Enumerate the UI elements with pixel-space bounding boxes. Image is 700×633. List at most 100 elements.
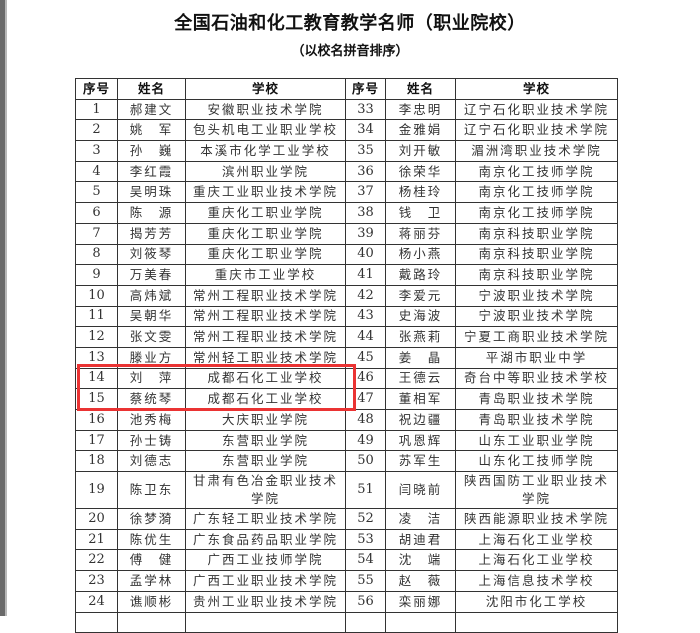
cell-index: 43: [345, 305, 386, 328]
cell-index: 48: [345, 409, 386, 431]
cell-index: 42: [345, 284, 386, 307]
cell-name: 徐梦漪: [117, 508, 186, 530]
cell-name: 董相军: [385, 388, 456, 410]
cell-name: 闫晓前: [385, 471, 456, 510]
cell-school: 重庆市工业学校: [185, 264, 346, 286]
cell-name: 王德云: [385, 367, 456, 390]
table-row: 11 吴朝华 常州工程职业技术学院 43 史海波 宁波职业技术学院: [75, 305, 618, 328]
cell-school: 南京化工技师学院: [455, 181, 618, 204]
table-row: 9 万美春 重庆市工业学校 41 戴路玲 南京科技职业学院: [75, 264, 618, 286]
teachers-table: 序号 姓名 学校 序号 姓名 学校 1 郝建文 安徽职业技术学院 33 李忠明 辽宁石化职…: [75, 78, 618, 633]
cell-index: 44: [345, 326, 386, 348]
cell-school: 常州轻工职业技术学院: [185, 346, 346, 369]
cell-empty: [345, 611, 386, 633]
cell-name: 蔡统琴: [117, 388, 186, 410]
cell-school: 广东轻工职业技术学院: [185, 508, 346, 530]
cell-school: 辽宁石化职业技术学院: [455, 119, 618, 142]
cell-index: 49: [345, 429, 386, 452]
cell-school: 宁夏工商职业技术学院: [455, 326, 618, 348]
cell-name: 巩恩辉: [385, 429, 456, 452]
cell-name: 沈 端: [385, 549, 456, 572]
cell-name: 刘德志: [117, 450, 186, 473]
cell-name: 李爱元: [385, 284, 456, 307]
cell-school: 常州工程职业技术学院: [185, 284, 346, 307]
header-school: 学校: [185, 78, 346, 100]
cell-name: 杨小燕: [385, 243, 456, 266]
table-row: 15 蔡统琴 成都石化工业学校 47 董相军 青岛职业技术学院: [75, 388, 618, 410]
cell-index: 38: [345, 202, 386, 224]
cell-name: 徐荣华: [385, 160, 456, 183]
cell-empty: [385, 611, 456, 633]
table-row: 21 陈优生 广东食品药品职业学院 53 胡迪君 上海石化工业学校: [75, 528, 618, 551]
cell-school: 大庆职业学院: [185, 409, 346, 431]
cell-index: 39: [345, 222, 386, 245]
cell-school: 成都石化工业学校: [185, 388, 346, 410]
table-row: 4 李红霞 滨州职业学院 36 徐荣华 南京化工技师学院: [75, 160, 618, 183]
window-edge: [0, 0, 7, 616]
cell-name: 谯顺彬: [117, 590, 186, 613]
cell-school: 南京化工技师学院: [455, 202, 618, 224]
cell-index: 21: [75, 528, 118, 551]
cell-school: 重庆化工职业学院: [185, 222, 346, 245]
cell-index: 22: [75, 549, 118, 572]
cell-school: 甘肃有色冶金职业技术学院: [185, 471, 346, 510]
cell-index: 55: [345, 570, 386, 592]
cell-school: 宁波职业技术学院: [455, 284, 618, 307]
cell-index: 52: [345, 508, 386, 530]
cell-name: 苏军生: [385, 450, 456, 473]
cell-name: 刘开敏: [385, 140, 456, 162]
table-row: 16 池秀梅 大庆职业学院 48 祝边疆 青岛职业技术学院: [75, 409, 618, 431]
cell-name: 陈卫东: [117, 471, 186, 510]
table-header-row: 序号 姓名 学校 序号 姓名 学校: [75, 78, 618, 100]
cell-index: 41: [345, 264, 386, 286]
table-row: 12 张文雯 常州工程职业技术学院 44 张燕莉 宁夏工商职业技术学院: [75, 326, 618, 348]
cell-school: 上海石化工业学校: [455, 528, 618, 551]
cell-index: 11: [75, 305, 118, 328]
table-row: 22 傅 健广西工业技师学院 54 沈 端上海石化工业学校: [75, 549, 618, 572]
table-row: 18 刘德志 东营职业学院 50 苏军生 山东化工技师学院: [75, 450, 618, 473]
cell-index: 40: [345, 243, 386, 266]
cell-name: 赵 薇: [385, 570, 456, 592]
cell-name: 孟学林: [117, 570, 186, 592]
cell-index: 17: [75, 429, 118, 452]
cell-index: 2: [75, 119, 118, 142]
cell-index: 7: [75, 222, 118, 245]
table-row-partial: [75, 611, 618, 633]
header-school: 学校: [455, 78, 618, 100]
cell-index: 12: [75, 326, 118, 348]
header-index: 序号: [345, 78, 386, 100]
cell-name: 凌 洁: [385, 508, 456, 530]
cell-index: 33: [345, 98, 386, 121]
cell-name: 张燕莉: [385, 326, 456, 348]
cell-school: 平湖市职业中学: [455, 346, 618, 369]
cell-name: 李忠明: [385, 98, 456, 121]
cell-school: 陕西国防工业职业技术学院: [455, 471, 618, 510]
cell-school: 广东食品药品职业学院: [185, 528, 346, 551]
cell-index: 15: [75, 388, 118, 410]
cell-school: 南京科技职业学院: [455, 243, 618, 266]
cell-empty: [75, 611, 118, 633]
cell-school: 东营职业学院: [185, 429, 346, 452]
cell-name: 李红霞: [117, 160, 186, 183]
cell-index: 4: [75, 160, 118, 183]
cell-name: 陈优生: [117, 528, 186, 551]
cell-name: 胡迪君: [385, 528, 456, 551]
table-row: 23 孟学林 广西工业职业技术学院 55 赵 薇上海信息技术学校: [75, 570, 618, 592]
header-index: 序号: [75, 78, 118, 100]
cell-name: 金雅娟: [385, 119, 456, 142]
cell-name: 蒋丽芬: [385, 222, 456, 245]
cell-school: 广西工业职业技术学院: [185, 570, 346, 592]
cell-name: 杨桂玲: [385, 181, 456, 204]
cell-school: 重庆化工职业学院: [185, 243, 346, 266]
cell-index: 34: [345, 119, 386, 142]
cell-index: 46: [345, 367, 386, 390]
cell-name: 万美春: [117, 264, 186, 286]
cell-name: 吴朝华: [117, 305, 186, 328]
cell-index: 35: [345, 140, 386, 162]
cell-index: 14: [75, 367, 118, 390]
cell-index: 10: [75, 284, 118, 307]
cell-index: 50: [345, 450, 386, 473]
table-row: 8 刘筱琴 重庆化工职业学院 40 杨小燕 南京科技职业学院: [75, 243, 618, 266]
table-row: 19 陈卫东 甘肃有色冶金职业技术学院 51 闫晓前 陕西国防工业职业技术学院: [75, 471, 618, 510]
cell-school: 常州工程职业技术学院: [185, 326, 346, 348]
